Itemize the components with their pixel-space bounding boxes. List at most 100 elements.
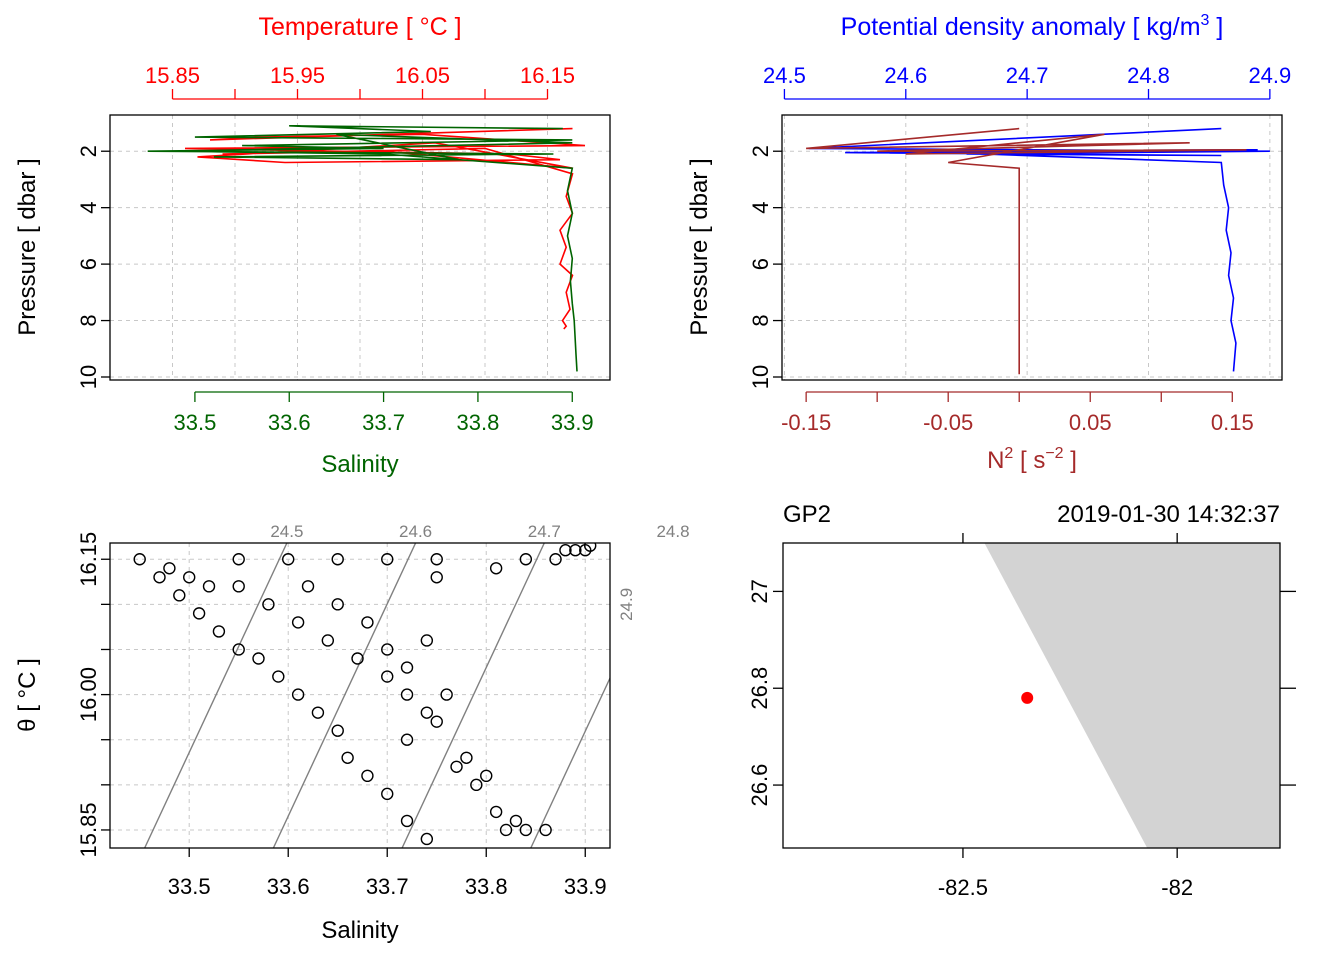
top-tick-label: 24.8 xyxy=(1127,63,1170,88)
scatter-point xyxy=(192,607,206,620)
scatter-point xyxy=(361,616,374,629)
x-axis-longitude: -82.5 -82 xyxy=(938,533,1193,900)
scatter-point xyxy=(153,571,166,584)
top-tick-label: 15.85 xyxy=(145,63,200,88)
scatter-point xyxy=(450,760,463,773)
y-tick-label: 26.6 xyxy=(747,764,772,807)
y-tick-label: 6 xyxy=(76,258,101,270)
plot-frame xyxy=(109,114,611,381)
y-tick-label: 8 xyxy=(748,314,773,326)
scatter-point xyxy=(440,688,453,701)
panel-density-n2: Potential density anomaly [ kg/m3 ] 24.5… xyxy=(686,12,1291,474)
top-tick-label: 24.9 xyxy=(1248,63,1291,88)
y-tick-label: 4 xyxy=(748,202,773,214)
scatter-point xyxy=(321,634,335,647)
scatter-point xyxy=(489,562,503,575)
scatter-point xyxy=(331,724,344,737)
scatter-point xyxy=(400,661,414,674)
y-tick-label: 8 xyxy=(76,314,101,326)
scatter-point xyxy=(420,706,434,719)
scatter-points xyxy=(133,543,597,846)
grid xyxy=(782,115,1282,380)
y-tick-label: 2 xyxy=(748,145,773,157)
scatter-point xyxy=(351,652,364,665)
x-axis-title-salinity: Salinity xyxy=(321,917,398,944)
y-axis-title-pressure: Pressure [ dbar ] xyxy=(14,158,41,335)
isopycnal-line xyxy=(144,543,288,848)
y-tick-label: 10 xyxy=(748,365,773,389)
scatter-point xyxy=(232,643,245,656)
scatter-point xyxy=(519,823,533,837)
y-axis-pressure: 2 4 6 8 10 xyxy=(76,145,110,389)
profile-line xyxy=(808,127,1270,372)
station-name: GP2 xyxy=(783,501,831,528)
y-axis-title-theta: θ [ °C ] xyxy=(14,658,41,732)
top-axis-title-temperature: Temperature [ °C ] xyxy=(258,13,461,41)
scatter-point xyxy=(509,814,523,828)
scatter-point xyxy=(173,589,186,602)
top-tick-label: 24.6 xyxy=(884,63,927,88)
top-axis-density: 24.5 24.6 24.7 24.8 24.9 xyxy=(763,63,1291,100)
isopycnal-line xyxy=(660,543,802,848)
scatter-point xyxy=(480,769,493,783)
map-frame xyxy=(782,542,1281,849)
bottom-axis-title-salinity: Salinity xyxy=(321,451,398,478)
scatter-point xyxy=(470,778,483,792)
isopycnal-label: 24.5 xyxy=(270,522,303,541)
scatter-point xyxy=(559,544,572,557)
x-tick-label: 33.5 xyxy=(168,874,211,899)
plot-frame xyxy=(109,542,611,849)
profile-lines xyxy=(147,125,586,372)
x-tick-label: -82.5 xyxy=(938,875,988,900)
x-tick-label: -82 xyxy=(1161,875,1193,900)
station-marker xyxy=(1021,691,1034,704)
plot-frame xyxy=(781,114,1283,381)
scatter-point xyxy=(400,814,414,828)
isopycnal-line xyxy=(401,543,545,848)
isopycnal-label: 24.6 xyxy=(399,522,432,541)
scatter-point xyxy=(549,553,562,566)
scatter-point xyxy=(252,652,265,665)
scatter-point xyxy=(569,544,582,557)
panel-temperature-salinity: Temperature [ °C ] 15.85 15.95 16.05 16.15 … xyxy=(14,13,611,478)
isopycnal-label: 24.7 xyxy=(528,522,561,541)
scatter-point xyxy=(202,580,216,593)
scatter-point xyxy=(539,823,552,837)
scatter-point xyxy=(381,643,394,656)
scatter-point xyxy=(311,706,325,719)
y-tick-label: 4 xyxy=(76,202,101,214)
isopycnal-label: 24.8 xyxy=(656,522,689,541)
isopycnal-line xyxy=(272,543,417,848)
bottom-tick-label: -0.15 xyxy=(781,410,831,435)
scatter-point xyxy=(262,598,275,611)
scatter-point xyxy=(212,625,226,638)
y-tick-label: 15.85 xyxy=(76,802,101,857)
scatter-point xyxy=(460,751,473,764)
y-tick-label: 16.15 xyxy=(76,532,101,587)
y-tick-label: 6 xyxy=(748,258,773,270)
scatter-point xyxy=(583,543,597,552)
profile-lines xyxy=(806,127,1270,375)
y-tick-label: 27 xyxy=(747,579,772,603)
top-tick-label: 15.95 xyxy=(270,63,325,88)
scatter-point xyxy=(331,598,344,611)
x-tick-label: 33.9 xyxy=(564,874,607,899)
x-tick-label: 33.8 xyxy=(465,874,508,899)
scatter-point xyxy=(232,553,245,566)
bottom-axis-n2: -0.15 -0.05 0.05 0.15 xyxy=(781,391,1254,435)
profile-line xyxy=(147,125,578,372)
top-tick-label: 24.7 xyxy=(1006,63,1049,88)
scatter-point xyxy=(420,634,434,647)
profile-line xyxy=(806,127,1247,375)
scatter-point xyxy=(381,787,394,801)
bottom-tick-label: 33.7 xyxy=(362,410,405,435)
bottom-axis-salinity: 33.5 33.6 33.7 33.8 33.9 xyxy=(173,391,594,435)
grid xyxy=(110,543,610,848)
scatter-point xyxy=(430,715,443,728)
scatter-point xyxy=(381,553,394,566)
y-axis-title-pressure: Pressure [ dbar ] xyxy=(686,158,713,335)
scatter-point xyxy=(519,553,533,566)
x-tick-label: 33.6 xyxy=(267,874,310,899)
scatter-point xyxy=(341,751,354,764)
